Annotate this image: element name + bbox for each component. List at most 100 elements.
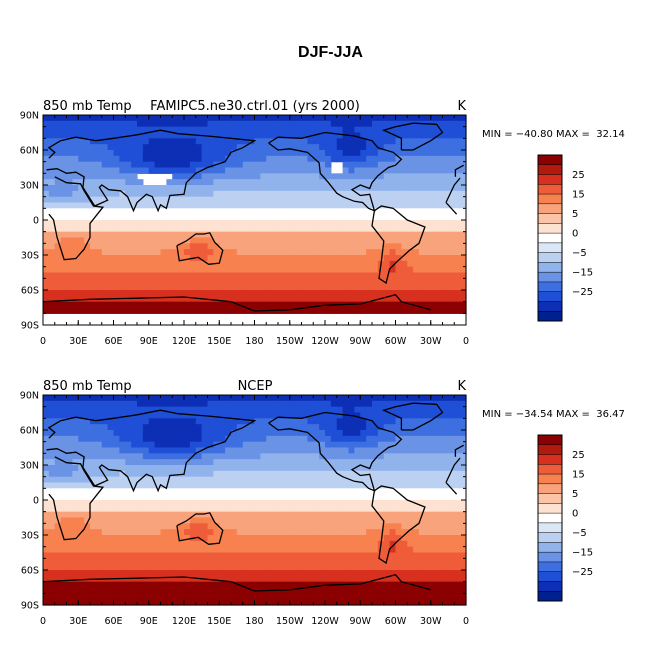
field-cell [142,225,150,233]
field-cell [419,418,426,425]
field-cell [283,570,291,577]
field-cell [283,505,291,513]
field-cell [460,529,467,536]
field-cell [460,424,467,431]
field-cell [178,290,185,297]
field-cell [172,231,179,239]
field-cell [395,412,402,419]
field-cell [90,243,97,250]
field-cell [289,465,297,472]
field-cell [178,278,185,285]
field-cell [383,295,391,303]
field-cell [207,290,214,297]
field-cell [307,307,314,314]
field-cell [319,418,326,425]
field-cell [43,255,50,262]
field-cell [307,225,314,233]
field-cell [413,266,420,274]
field-cell [207,552,214,559]
field-cell [78,237,85,244]
field-cell [166,278,173,285]
field-cell [336,237,344,244]
field-cell [442,249,449,256]
field-cell [307,535,314,542]
field-cell [330,564,338,571]
field-cell [184,132,191,139]
field-cell [154,465,162,472]
field-cell [342,179,350,186]
field-cell [119,441,126,449]
field-cell [419,260,426,268]
field-cell [278,185,285,192]
field-cell [430,418,438,425]
field-cell [119,255,126,262]
field-cell [84,494,91,501]
field-cell [142,395,150,402]
field-cell [383,208,391,215]
field-cell [60,179,68,186]
field-cell [236,406,244,414]
field-cell [254,190,261,198]
field-cell [395,395,402,402]
field-cell [260,395,267,402]
field-cell [377,185,385,192]
field-cell [413,295,420,303]
field-cell [242,284,250,291]
field-cell [84,476,91,484]
field-cell [454,307,461,314]
field-cell [330,202,338,209]
field-cell [254,430,261,437]
field-cell [137,395,144,402]
field-cell [201,284,209,291]
field-cell [189,459,197,466]
field-cell [184,412,191,419]
field-cell [131,249,138,256]
field-cell [78,243,85,250]
field-cell [95,540,103,548]
field-cell [254,552,261,559]
field-cell [60,558,68,565]
field-cell [78,424,85,431]
field-cell [242,155,250,163]
field-cell [389,225,397,233]
field-cell [231,120,238,128]
field-cell [178,581,185,589]
field-cell [172,564,179,571]
field-cell [107,441,115,449]
field-cell [377,155,385,163]
field-cell [407,418,414,425]
field-cell [436,190,444,198]
field-cell [113,190,120,198]
field-cell [201,150,209,157]
field-cell [366,208,373,215]
field-cell [101,395,109,402]
field-cell [72,494,79,501]
field-cell [195,581,203,589]
field-cell [407,243,414,250]
field-cell [207,459,214,466]
field-cell [219,552,226,559]
field-cell [148,278,156,285]
field-cell [395,231,402,239]
field-cell [454,144,461,151]
field-cell [383,395,391,402]
field-cell [225,459,232,466]
field-cell [66,570,73,577]
field-cell [119,482,126,489]
field-cell [401,459,408,466]
field-cell [254,570,261,577]
field-cell [84,231,91,239]
field-cell [430,202,438,209]
field-cell [195,126,203,134]
field-cell [254,412,261,419]
field-cell [72,546,79,554]
field-cell [201,225,209,233]
field-cell [113,237,120,244]
field-cell [430,150,438,157]
field-cell [195,243,203,250]
field-cell [201,155,209,163]
field-cell [225,132,232,139]
coastline [381,122,444,151]
field-cell [366,564,373,571]
field-cell [460,430,467,437]
